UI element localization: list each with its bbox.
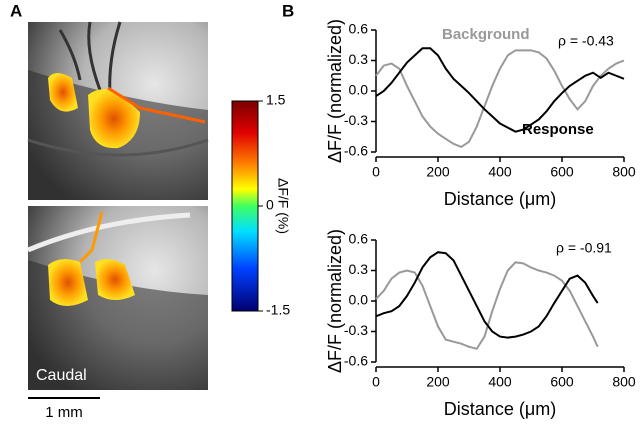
x-tick-label: 800 bbox=[612, 374, 636, 390]
colorbar-tick-label: 0 bbox=[266, 197, 274, 213]
colorbar-tick-label: -1.5 bbox=[266, 302, 290, 318]
y-tick-label: 0.3 bbox=[349, 261, 369, 277]
x-tick-label: 0 bbox=[372, 374, 380, 390]
y-axis-label: ΔF/F (normalized) bbox=[325, 19, 345, 163]
line-series bbox=[375, 49, 625, 149]
scale-bar-label: 1 mm bbox=[45, 404, 83, 421]
x-axis-label: Distance (μm) bbox=[444, 189, 556, 209]
x-tick-label: 200 bbox=[426, 164, 450, 180]
y-tick-label: 0.0 bbox=[349, 82, 369, 98]
colorbar-label: ΔF/F (%) bbox=[275, 178, 291, 234]
y-axis-label: ΔF/F (normalized) bbox=[325, 229, 345, 373]
colorbar bbox=[231, 100, 259, 312]
x-tick-label: 800 bbox=[612, 164, 636, 180]
y-tick-label: 0.3 bbox=[349, 51, 369, 67]
image-label: Caudal bbox=[36, 367, 87, 384]
y-tick-label: 0.6 bbox=[349, 231, 369, 247]
image-top bbox=[27, 21, 209, 200]
x-tick-label: 600 bbox=[550, 164, 574, 180]
x-tick-label: 600 bbox=[550, 374, 574, 390]
y-tick-label: -0.3 bbox=[344, 322, 368, 338]
line-series bbox=[375, 47, 625, 133]
line-series bbox=[375, 251, 599, 339]
series-label: Background bbox=[442, 26, 530, 43]
x-tick-label: 200 bbox=[426, 374, 450, 390]
panel-label: B bbox=[282, 1, 294, 20]
line-series bbox=[375, 261, 599, 350]
y-tick-label: -0.6 bbox=[344, 353, 368, 369]
y-tick-label: -0.3 bbox=[344, 112, 368, 128]
y-tick-label: 0.6 bbox=[349, 21, 369, 37]
y-tick-label: 0.0 bbox=[349, 292, 369, 308]
x-tick-label: 0 bbox=[372, 164, 380, 180]
panel-label: A bbox=[10, 1, 22, 20]
annotation: ρ = -0.91 bbox=[556, 240, 612, 256]
series-label: Response bbox=[522, 121, 594, 138]
colorbar-tick-label: 1.5 bbox=[266, 92, 286, 108]
y-tick-label: -0.6 bbox=[344, 143, 368, 159]
x-tick-label: 400 bbox=[488, 164, 512, 180]
annotation: ρ = -0.43 bbox=[558, 33, 614, 49]
x-tick-label: 400 bbox=[488, 374, 512, 390]
x-axis-label: Distance (μm) bbox=[444, 399, 556, 419]
image-bottom: Caudal bbox=[27, 206, 208, 390]
